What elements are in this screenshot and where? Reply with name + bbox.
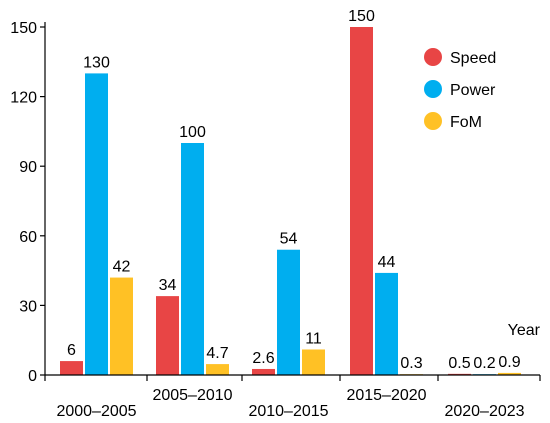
x-tick-label-1: 2000–2005 (56, 403, 136, 420)
bar-fom-1 (110, 277, 133, 375)
legend-marker-power (424, 80, 442, 98)
x-tick-label-4: 2015–2020 (346, 387, 426, 404)
axes-layer: 0 30 60 90 120 150 2000–2005 2005–2010 2010–2015… (10, 20, 541, 420)
data-label-power-2: 100 (179, 124, 206, 141)
x-tick-label-2: 2005–2010 (152, 387, 232, 404)
legend-label-power: Power (450, 82, 496, 99)
x-tick-label-5: 2020–2023 (444, 403, 524, 420)
x-tick-label-3: 2010–2015 (248, 403, 328, 420)
bar-power-3 (277, 249, 300, 375)
legend-label-fom: FoM (450, 114, 482, 131)
bars-layer (60, 27, 521, 376)
data-label-fom-3: 11 (305, 330, 322, 347)
data-label-power-5: 0.2 (473, 355, 495, 372)
bar-fom-5 (498, 372, 521, 375)
legend-marker-fom (424, 112, 442, 130)
y-tick-label-90: 90 (19, 159, 37, 176)
y-tick-label-30: 30 (19, 298, 37, 315)
legend-label-speed: Speed (450, 50, 496, 67)
y-tick-label-60: 60 (19, 229, 37, 246)
data-label-speed-4: 150 (348, 8, 375, 25)
data-label-power-4: 44 (378, 254, 396, 271)
data-label-speed-2: 34 (159, 277, 177, 294)
labels-layer: 6 34 2.6 150 0.5 130 100 54 44 0.2 42 4.7 11 0.3 0.9 (67, 8, 521, 372)
data-label-speed-5: 0.5 (448, 355, 470, 372)
bar-speed-3 (252, 368, 275, 375)
bar-fom-2 (206, 364, 229, 375)
data-label-fom-2: 4.7 (206, 345, 228, 362)
data-label-fom-1: 42 (113, 259, 131, 276)
bar-speed-1 (60, 361, 83, 375)
y-tick-label-150: 150 (10, 20, 37, 37)
y-tick-label-120: 120 (10, 90, 37, 107)
data-label-speed-3: 2.6 (252, 350, 274, 367)
data-label-power-3: 54 (280, 231, 298, 248)
data-label-speed-1: 6 (67, 342, 76, 359)
bar-fom-3 (302, 349, 325, 375)
bar-speed-4 (350, 27, 373, 375)
data-label-fom-5: 0.9 (498, 354, 520, 371)
bar-power-1 (85, 73, 108, 376)
bar-power-2 (181, 143, 204, 375)
data-label-power-1: 130 (83, 54, 110, 71)
data-label-fom-4: 0.3 (400, 355, 422, 372)
bar-power-4 (375, 272, 398, 375)
bar-speed-2 (156, 296, 179, 375)
x-axis-title: Year (508, 322, 541, 339)
legend: Speed Power FoM (424, 48, 496, 131)
y-tick-label-0: 0 (28, 368, 37, 385)
legend-marker-speed (424, 48, 442, 66)
